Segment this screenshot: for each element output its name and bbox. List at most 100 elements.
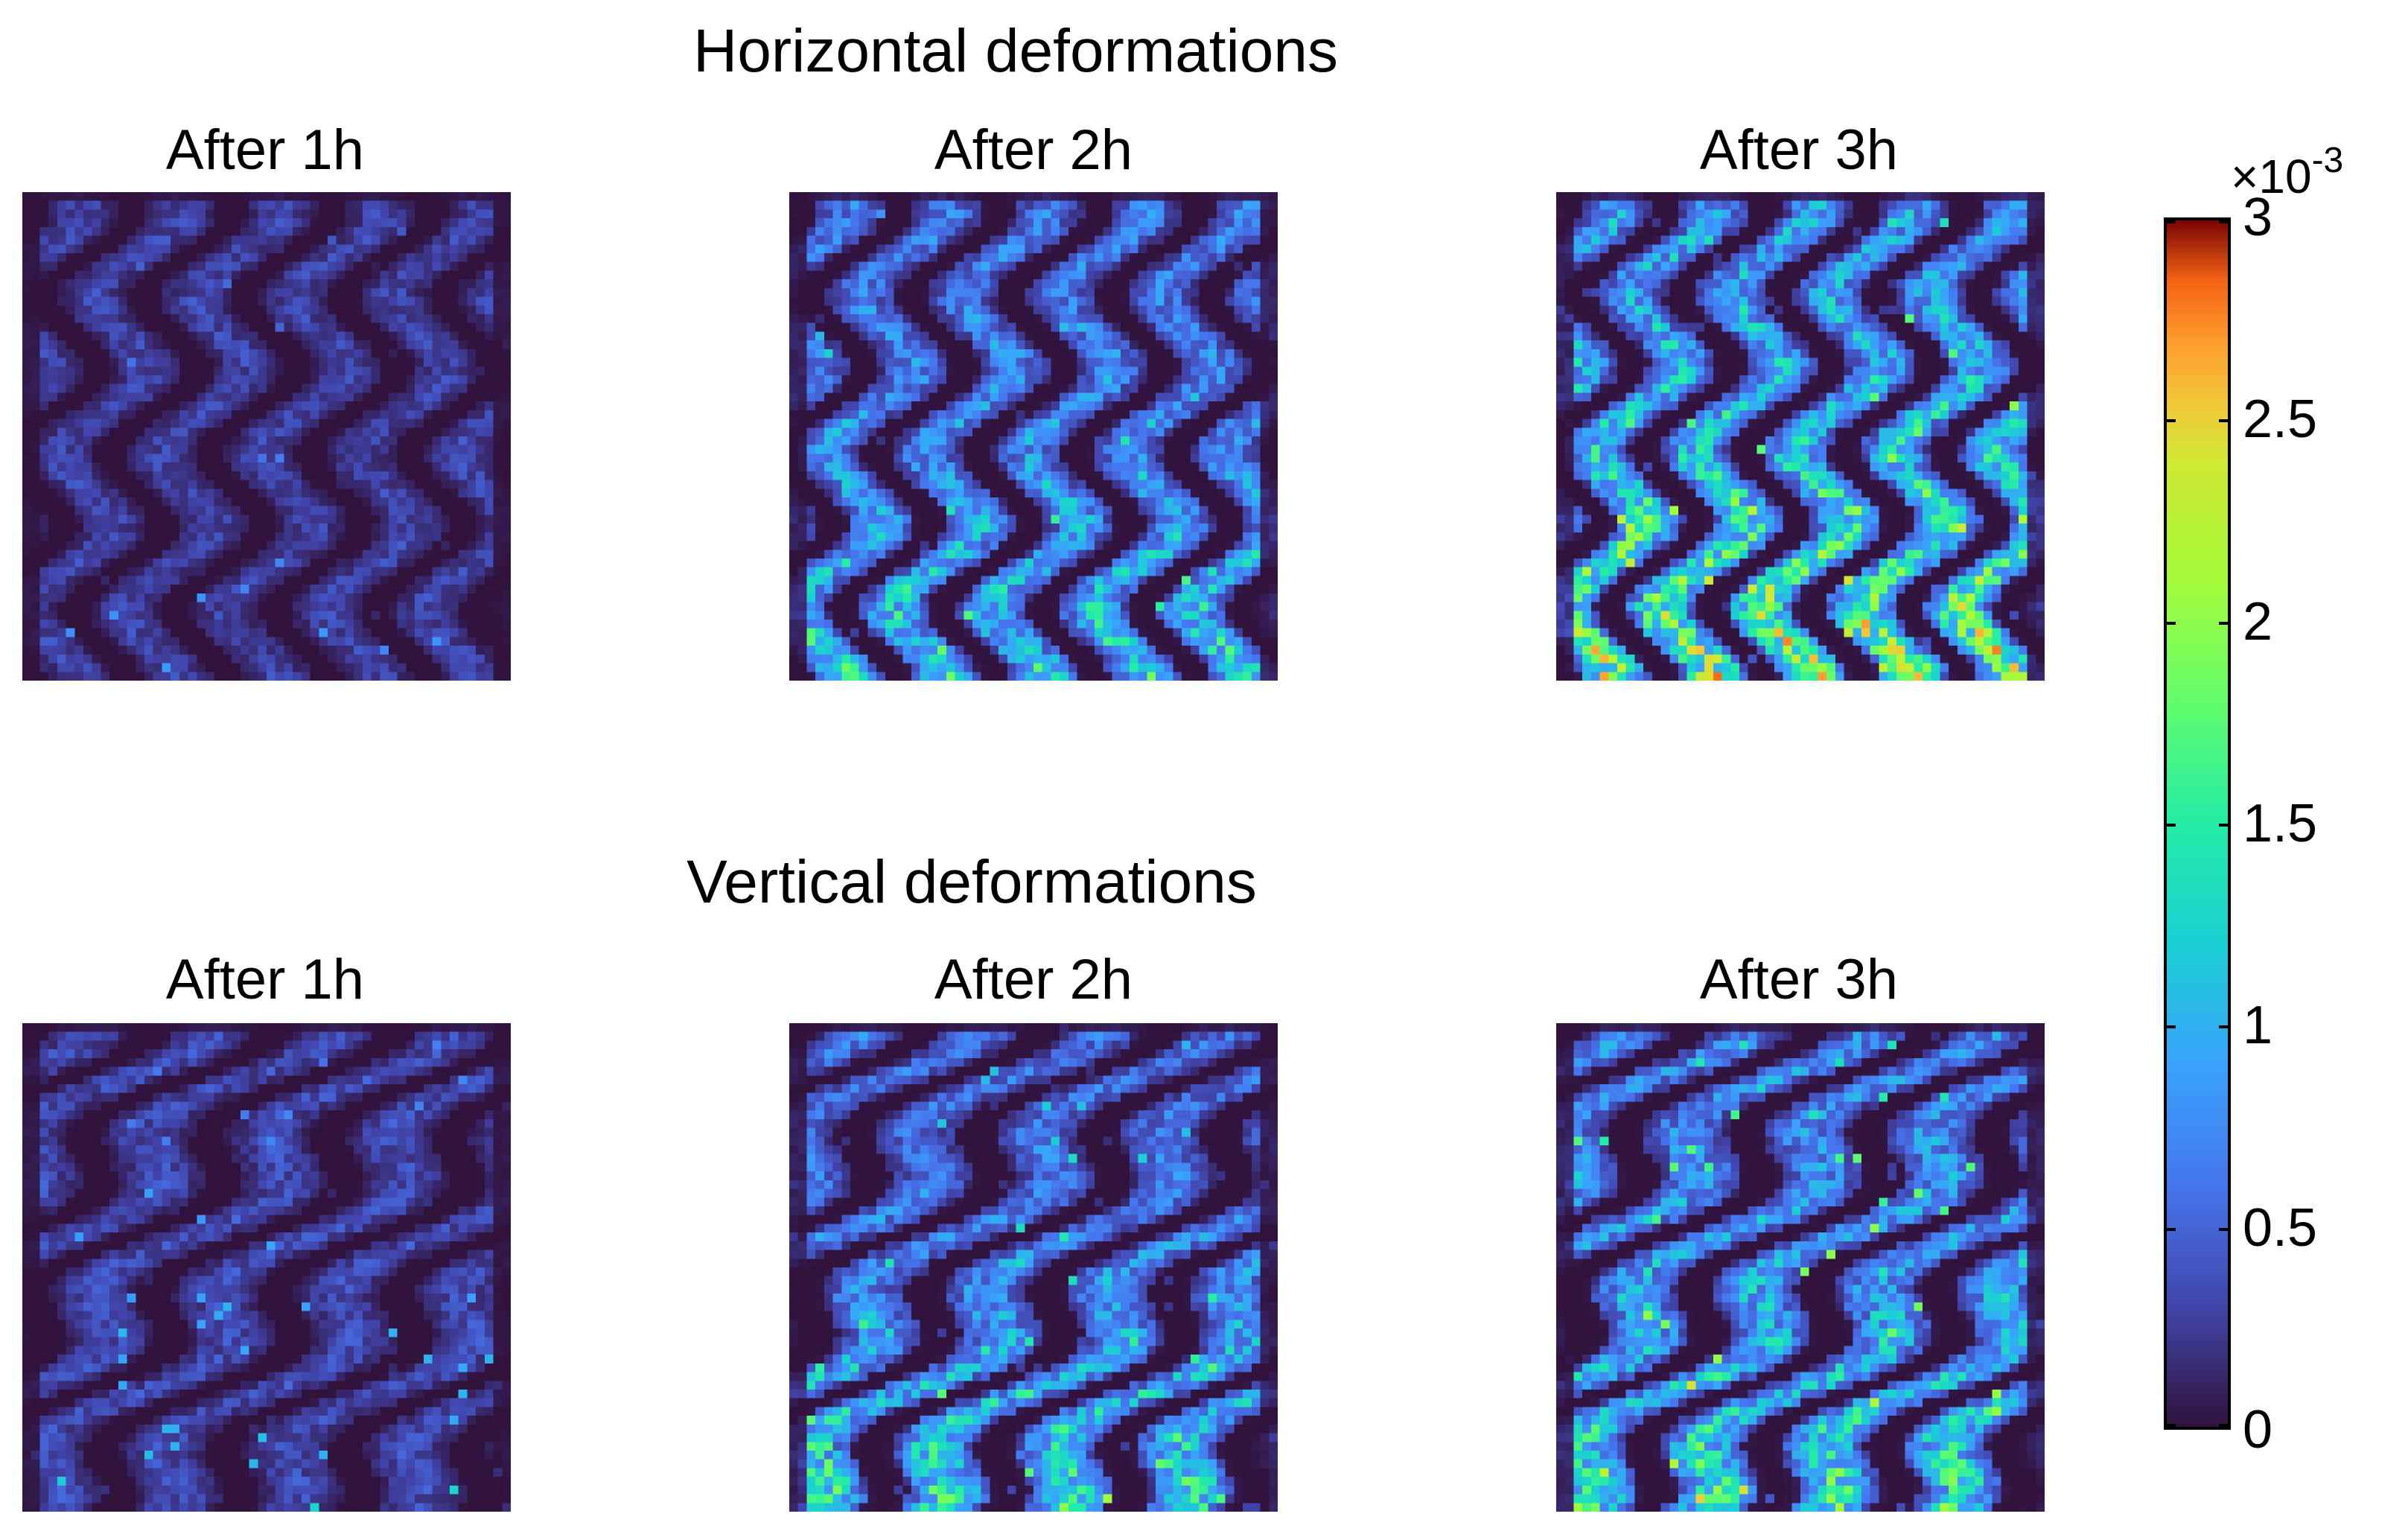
heatmap-cell bbox=[101, 209, 110, 219]
heatmap-cell bbox=[31, 244, 40, 254]
heatmap-cell bbox=[1016, 419, 1025, 428]
heatmap-cell bbox=[109, 646, 119, 655]
heatmap-cell bbox=[144, 209, 153, 219]
heatmap-cell bbox=[850, 445, 859, 454]
heatmap-cell bbox=[406, 471, 415, 480]
heatmap-cell bbox=[484, 253, 494, 262]
heatmap-cell bbox=[223, 585, 232, 594]
heatmap-cell bbox=[990, 471, 999, 480]
heatmap-cell bbox=[441, 419, 450, 428]
heatmap-cell bbox=[92, 226, 101, 236]
heatmap-cell bbox=[1147, 279, 1156, 289]
heatmap-cell bbox=[293, 401, 302, 411]
heatmap-cell bbox=[74, 200, 84, 210]
heatmap-cell bbox=[153, 226, 162, 236]
heatmap-cells bbox=[789, 192, 1278, 681]
heatmap-cell bbox=[1260, 209, 1270, 219]
heatmap-cell bbox=[963, 270, 973, 280]
heatmap-cell bbox=[92, 279, 101, 289]
heatmap-cell bbox=[406, 200, 415, 210]
heatmap-cell bbox=[66, 244, 75, 254]
heatmap-cell bbox=[432, 663, 442, 672]
heatmap-cell bbox=[415, 454, 424, 463]
heatmap-cell bbox=[1138, 209, 1147, 219]
heatmap-cell bbox=[911, 375, 920, 384]
heatmap-cell bbox=[876, 454, 886, 463]
heatmap-cell bbox=[963, 462, 973, 472]
heatmap-cell bbox=[423, 270, 433, 280]
heatmap-cell bbox=[1060, 305, 1069, 315]
heatmap-cell bbox=[450, 322, 459, 332]
heatmap-cell bbox=[258, 480, 267, 489]
heatmap-cell bbox=[162, 305, 171, 315]
heatmap-cell bbox=[92, 471, 101, 480]
heatmap-cell bbox=[1199, 445, 1208, 454]
heatmap-cell bbox=[1095, 392, 1103, 402]
heatmap-cell bbox=[797, 279, 807, 289]
heatmap-cell bbox=[1060, 331, 1069, 341]
heatmap-cell bbox=[293, 611, 302, 620]
heatmap-cell bbox=[136, 410, 145, 419]
heatmap-cell bbox=[31, 585, 40, 594]
heatmap-cell bbox=[171, 462, 180, 472]
heatmap-cell bbox=[406, 270, 415, 280]
heatmap-cell bbox=[1016, 392, 1025, 402]
heatmap-cell bbox=[258, 349, 267, 358]
heatmap-cell bbox=[797, 349, 807, 358]
heatmap-cell bbox=[1208, 235, 1217, 245]
heatmap-cell bbox=[275, 585, 284, 594]
heatmap-cell bbox=[441, 410, 450, 419]
heatmap-cell bbox=[301, 454, 310, 463]
heatmap-cell bbox=[397, 585, 407, 594]
heatmap-cell bbox=[789, 340, 798, 350]
heatmap-cell bbox=[1243, 331, 1252, 341]
heatmap-cell bbox=[83, 375, 92, 384]
heatmap-cell bbox=[1234, 375, 1243, 384]
heatmap-cell bbox=[1260, 419, 1270, 428]
heatmap-cell bbox=[1077, 200, 1086, 210]
heatmap-cell bbox=[1033, 471, 1042, 480]
heatmap-cell bbox=[476, 253, 485, 262]
heatmap-cell bbox=[1147, 322, 1156, 332]
heatmap-cell bbox=[1138, 305, 1147, 315]
heatmap-cell bbox=[48, 375, 58, 384]
heatmap-cell bbox=[275, 602, 284, 611]
heatmap-cell bbox=[423, 253, 433, 262]
heatmap-cell bbox=[423, 532, 433, 541]
heatmap-cell bbox=[214, 489, 223, 498]
heatmap-cell bbox=[31, 375, 40, 384]
heatmap-cell bbox=[1225, 279, 1235, 289]
heatmap-cell bbox=[1086, 401, 1095, 411]
heatmap-cell bbox=[1156, 192, 1165, 201]
heatmap-cell bbox=[1077, 375, 1086, 384]
heatmap-cell bbox=[83, 305, 92, 315]
heatmap-cell bbox=[1156, 471, 1165, 480]
heatmap-cell bbox=[83, 366, 92, 376]
heatmap-cell bbox=[83, 436, 92, 445]
heatmap-cell bbox=[109, 611, 119, 620]
heatmap-cell bbox=[293, 541, 302, 550]
heatmap-cell bbox=[990, 436, 999, 445]
heatmap-cell bbox=[362, 480, 372, 489]
heatmap-cell bbox=[1060, 436, 1069, 445]
heatmap-cell bbox=[981, 296, 990, 306]
heatmap-cell bbox=[57, 331, 66, 341]
heatmap-cell bbox=[171, 567, 180, 576]
heatmap-cell bbox=[267, 322, 275, 332]
heatmap-cell bbox=[441, 454, 450, 463]
heatmap-cell bbox=[789, 410, 798, 419]
heatmap-cell bbox=[275, 244, 284, 254]
heatmap-cell bbox=[1033, 209, 1042, 219]
heatmap-cell bbox=[1051, 192, 1060, 201]
heatmap-cell bbox=[1025, 392, 1034, 402]
heatmap-cell bbox=[1243, 261, 1252, 271]
heatmap-cell bbox=[171, 419, 180, 428]
heatmap-cell bbox=[310, 375, 319, 384]
heatmap-cell bbox=[929, 314, 938, 323]
heatmap-cell bbox=[1156, 392, 1165, 402]
heatmap-cell bbox=[894, 314, 903, 323]
heatmap-cell bbox=[867, 436, 877, 445]
heatmap-cell bbox=[1042, 357, 1051, 367]
heatmap-cell bbox=[1103, 436, 1112, 445]
heatmap-cell bbox=[1182, 349, 1191, 358]
